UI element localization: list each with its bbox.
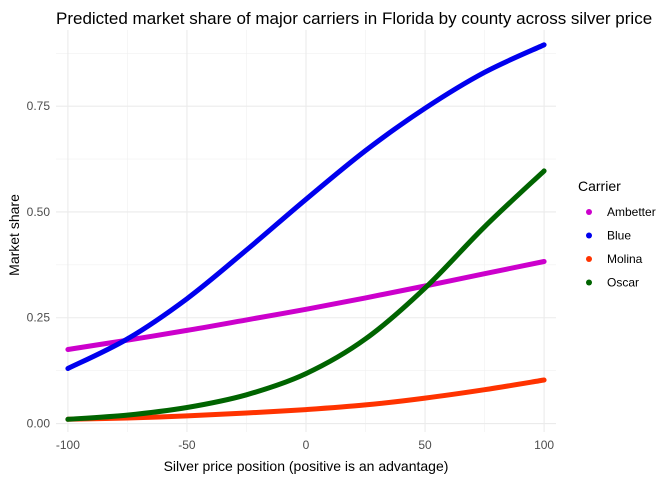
legend-label-blue: Blue bbox=[607, 229, 631, 243]
series-lines bbox=[65, 42, 547, 422]
x-axis-label: Silver price position (positive is an ad… bbox=[164, 458, 449, 474]
series-line-ambetter bbox=[65, 259, 547, 352]
y-tick-label: 0.50 bbox=[27, 205, 51, 219]
y-tick-label: 0.75 bbox=[27, 99, 51, 113]
grid bbox=[56, 30, 556, 432]
x-axis: -100 -50 0 50 100 bbox=[56, 438, 555, 452]
y-axis: 0.00 0.25 0.50 0.75 bbox=[27, 99, 51, 430]
y-axis-label: Market share bbox=[6, 194, 22, 276]
legend-key-molina bbox=[586, 256, 592, 262]
legend: Carrier Ambetter Blue Molina Oscar bbox=[578, 178, 656, 290]
series-line-oscar bbox=[65, 168, 547, 422]
legend-label-molina: Molina bbox=[607, 252, 643, 266]
x-tick-label: 100 bbox=[534, 438, 554, 452]
legend-title: Carrier bbox=[578, 178, 621, 194]
legend-key-blue bbox=[586, 232, 592, 239]
legend-label-ambetter: Ambetter bbox=[607, 205, 656, 219]
legend-key-ambetter bbox=[586, 209, 592, 215]
x-tick-label: 50 bbox=[418, 438, 432, 452]
x-tick-label: -50 bbox=[178, 438, 196, 452]
chart-title: Predicted market share of major carriers… bbox=[56, 9, 652, 28]
series-line-blue bbox=[65, 42, 547, 371]
y-tick-label: 0.25 bbox=[27, 311, 51, 325]
legend-key-oscar bbox=[586, 279, 592, 286]
x-tick-label: 0 bbox=[303, 438, 310, 452]
x-tick-label: -100 bbox=[56, 438, 80, 452]
legend-label-oscar: Oscar bbox=[607, 276, 639, 290]
y-tick-label: 0.00 bbox=[27, 417, 51, 431]
series-line-molina bbox=[65, 377, 547, 422]
